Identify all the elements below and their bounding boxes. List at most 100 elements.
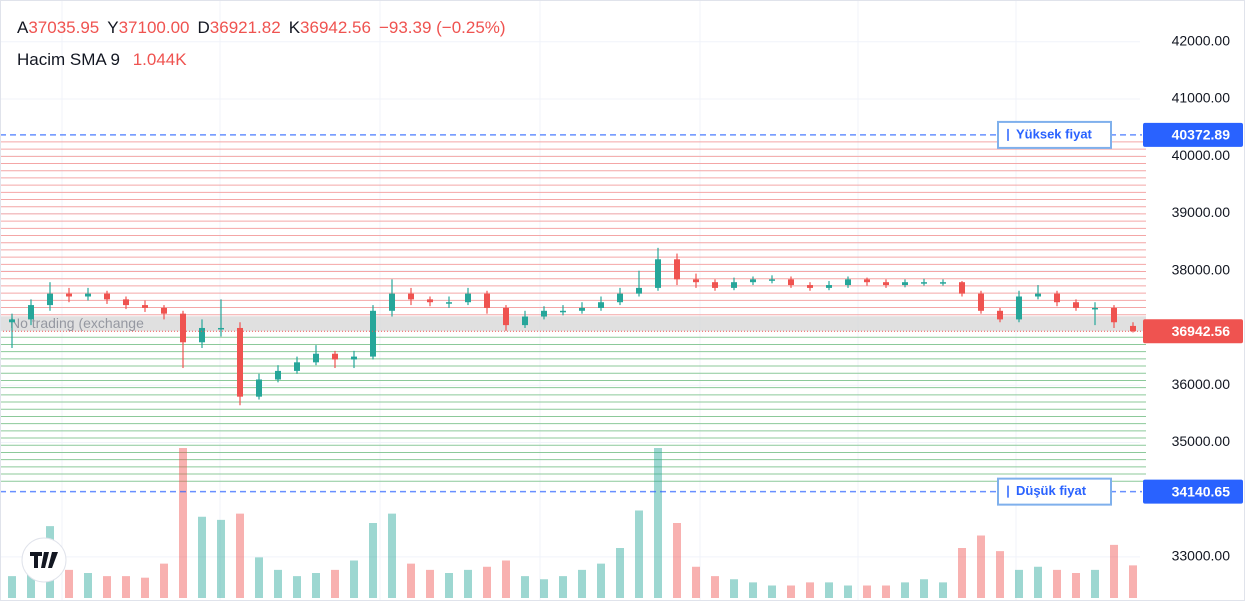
candle-body xyxy=(237,327,243,397)
ohlc-value: 36942.56 xyxy=(300,18,371,37)
volume-value: 1.044K xyxy=(132,50,187,69)
candle-body xyxy=(256,379,262,397)
volume-bar xyxy=(616,548,624,598)
candle-body xyxy=(750,279,756,283)
candle-body xyxy=(1111,307,1117,323)
candle-body xyxy=(902,282,908,286)
volume-bar xyxy=(426,569,434,598)
volume-bar xyxy=(1072,573,1080,598)
candle-body xyxy=(85,293,91,297)
candle-body xyxy=(9,319,15,323)
volume-bar xyxy=(65,569,73,598)
ohlc-value: 37035.95 xyxy=(28,18,100,37)
ohlc-legend: A37035.95 Y37100.00 D36921.82 K36942.56 −93.… xyxy=(17,18,516,38)
candle-body xyxy=(1092,307,1098,310)
candle-body xyxy=(1130,325,1136,332)
price-tag xyxy=(1143,122,1243,147)
candle-body xyxy=(427,299,433,303)
volume-bar xyxy=(692,566,700,598)
candle-body xyxy=(28,305,34,320)
candle-body xyxy=(389,293,395,311)
volume-bar xyxy=(749,582,757,598)
y-tick-label: 38000.00 xyxy=(1172,261,1231,277)
ohlc-key: A xyxy=(17,18,29,37)
candle-body xyxy=(408,293,414,300)
volume-bar xyxy=(540,579,548,598)
volume-bar xyxy=(103,576,111,598)
candle-body xyxy=(807,285,813,288)
volume-bar xyxy=(198,516,206,598)
price-tag-label: 40372.89 xyxy=(1172,127,1231,143)
candle-body xyxy=(503,307,509,326)
candle-body xyxy=(199,327,205,343)
volume-bar xyxy=(768,585,776,598)
volume-legend: Hacim SMA 9 1.044K xyxy=(17,50,197,70)
volume-bar xyxy=(711,576,719,598)
candle-body xyxy=(560,310,566,313)
volume-bar xyxy=(825,582,833,598)
volume-bar xyxy=(1015,569,1023,598)
price-tag-label: 34140.65 xyxy=(1172,483,1231,499)
volume-bar xyxy=(293,576,301,598)
volume-bar xyxy=(787,585,795,598)
candle-body xyxy=(522,316,528,326)
volume-bar xyxy=(483,566,491,598)
volume-bar xyxy=(578,569,586,598)
volume-bar xyxy=(996,551,1004,598)
y-tick-label: 40000.00 xyxy=(1172,147,1231,163)
volume-bar xyxy=(521,576,529,598)
level-label: Yüksek fiyat xyxy=(1016,126,1093,141)
change: −93.39 (−0.25%) xyxy=(378,18,506,37)
candle-body xyxy=(332,353,338,360)
candle-body xyxy=(275,370,281,380)
y-tick-label: 36000.00 xyxy=(1172,376,1231,392)
candle-body xyxy=(47,293,53,306)
volume-bar xyxy=(844,585,852,598)
y-tick-label: 42000.00 xyxy=(1172,32,1231,48)
candle-body xyxy=(617,293,623,303)
ohlc-key: D xyxy=(197,18,210,37)
candle-body xyxy=(845,279,851,286)
volume-bar xyxy=(958,548,966,598)
volume-bar xyxy=(939,582,947,598)
y-tick-label: 35000.00 xyxy=(1172,433,1231,449)
candle-body xyxy=(161,307,167,314)
candle-body xyxy=(655,259,661,288)
logo-mark xyxy=(30,552,58,568)
candle-body xyxy=(370,310,376,357)
volume-bar xyxy=(863,585,871,598)
level-label: Düşük fiyat xyxy=(1016,483,1087,498)
candle-body xyxy=(218,327,224,330)
candle-body xyxy=(351,356,357,360)
volume-bar xyxy=(122,576,130,598)
volume-bar xyxy=(236,513,244,598)
volume-bar xyxy=(407,563,415,598)
level-label-box xyxy=(997,120,1112,149)
y-tick-label: 33000.00 xyxy=(1172,548,1231,564)
volume-bar xyxy=(312,573,320,598)
candle-body xyxy=(104,293,110,300)
candle-body xyxy=(883,282,889,286)
ohlc-key: K xyxy=(288,18,301,37)
candle-body xyxy=(1054,293,1060,303)
candle-body xyxy=(959,282,965,294)
candle-body xyxy=(465,293,471,303)
candle-body xyxy=(1016,296,1022,320)
last-price-tag xyxy=(1143,319,1243,344)
volume-bar xyxy=(597,563,605,598)
candle-body xyxy=(579,307,585,311)
volume-bar xyxy=(8,576,16,598)
candle-body xyxy=(1073,302,1079,308)
volume-bar xyxy=(901,582,909,598)
volume-bar xyxy=(179,448,187,598)
candle-body xyxy=(1035,293,1041,297)
candle-body xyxy=(484,293,490,308)
volume-bar xyxy=(654,448,662,598)
candle-body xyxy=(674,259,680,280)
volume-bar xyxy=(445,573,453,598)
volume-bar xyxy=(369,523,377,598)
candle-body xyxy=(731,282,737,288)
candle-body xyxy=(294,362,300,371)
ohlc-key: Y xyxy=(107,18,119,37)
